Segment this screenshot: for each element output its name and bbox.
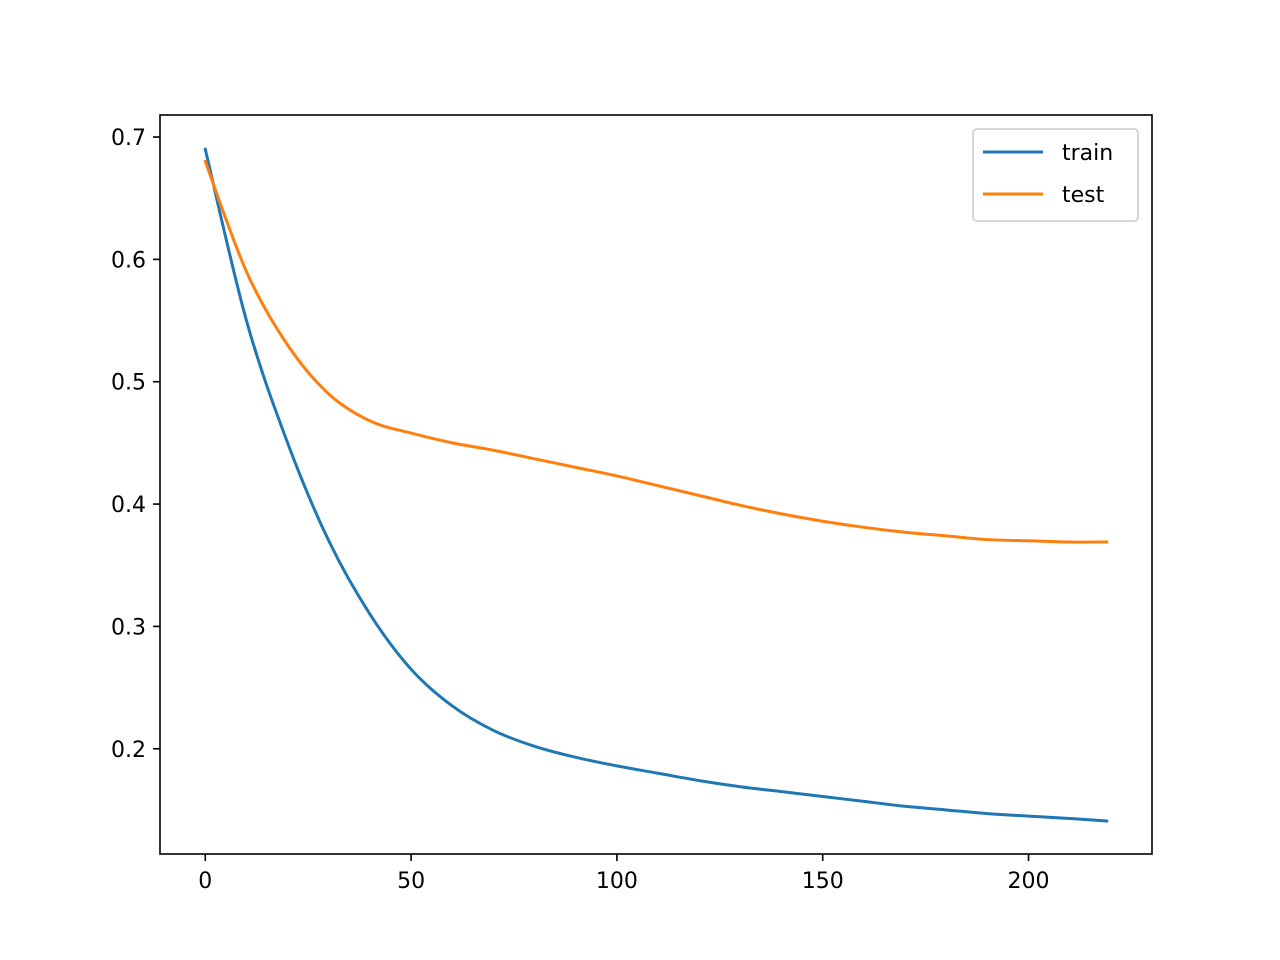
y-tick-label: 0.4 xyxy=(111,493,146,518)
legend: train test xyxy=(972,128,1139,222)
y-tick-label: 0.6 xyxy=(111,248,146,273)
series-layer xyxy=(203,147,1109,823)
x-tick-label: 0 xyxy=(198,869,212,894)
x-axis: 0 50 100 150 200 xyxy=(198,854,1050,894)
y-tick-label: 0.5 xyxy=(111,371,146,396)
legend-label-train: train xyxy=(1062,141,1113,166)
y-axis: 0.2 0.3 0.4 0.5 0.6 0.7 xyxy=(111,126,160,763)
y-tick-label: 0.7 xyxy=(111,126,146,151)
series-line-test xyxy=(203,159,1109,544)
legend-label-test: test xyxy=(1062,183,1105,208)
y-tick-label: 0.3 xyxy=(111,615,146,640)
x-tick-label: 200 xyxy=(1008,869,1050,894)
x-tick-label: 150 xyxy=(802,869,844,894)
legend-box xyxy=(972,128,1139,222)
plot-frame xyxy=(159,114,1153,855)
y-tick-label: 0.2 xyxy=(111,738,146,763)
x-tick-label: 100 xyxy=(596,869,638,894)
series-line-train xyxy=(203,147,1109,823)
x-tick-label: 50 xyxy=(397,869,425,894)
